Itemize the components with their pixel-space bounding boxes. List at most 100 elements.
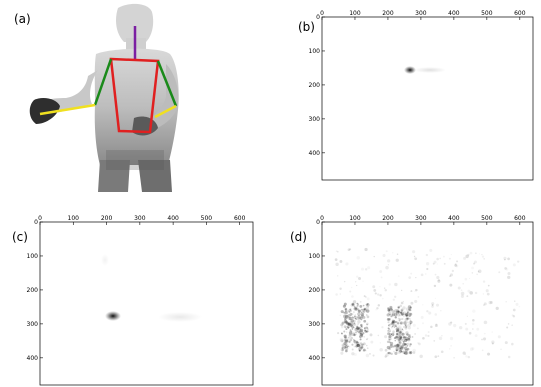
noise-dot (365, 326, 368, 329)
noise-dot (403, 321, 407, 325)
noise-dot (479, 253, 480, 254)
noise-dot (366, 323, 368, 326)
noise-dot (427, 331, 430, 334)
noise-dot (449, 283, 453, 287)
y-tick-label: 100 (309, 48, 321, 55)
noise-dot (369, 333, 373, 337)
noise-dot (379, 294, 382, 297)
noise-dot (412, 351, 416, 354)
noise-dot (346, 331, 348, 333)
noise-dot (450, 345, 452, 347)
noise-dot (468, 277, 471, 280)
noise-dot (400, 308, 404, 312)
noise-dot (469, 291, 473, 295)
noise-dot (341, 343, 346, 348)
noise-dot (413, 324, 416, 327)
noise-dot (407, 312, 411, 315)
noise-dot (472, 309, 475, 312)
noise-dot (340, 348, 344, 352)
noise-dot (351, 303, 355, 307)
noise-dot (351, 352, 355, 356)
noise-dot (389, 344, 393, 348)
noise-dot (450, 321, 453, 324)
noise-dot (403, 335, 406, 339)
noise-dot (343, 325, 347, 329)
noise-dot (402, 326, 406, 329)
noise-dot (355, 345, 358, 348)
noise-dot (359, 332, 362, 335)
noise-dot (346, 309, 349, 312)
noise-dot (405, 343, 407, 346)
noise-dot (377, 304, 381, 307)
noise-dot (406, 343, 408, 345)
noise-dot (358, 316, 362, 320)
noise-dot (347, 325, 350, 329)
noise-dot (453, 323, 457, 328)
noise-dot (394, 308, 398, 313)
noise-dot (359, 316, 363, 320)
noise-dot (389, 341, 394, 346)
noise-dot (404, 336, 409, 341)
noise-dot (400, 289, 403, 292)
noise-dot (391, 310, 395, 314)
noise-dot (347, 248, 351, 252)
noise-dot (409, 312, 413, 316)
noise-dot (344, 321, 347, 323)
noise-dot (410, 290, 413, 293)
noise-dot (476, 327, 480, 331)
noise-dot (417, 295, 420, 298)
noise-dot (468, 331, 472, 335)
noise-dot (373, 255, 375, 258)
noise-dot (363, 295, 366, 298)
noise-dot (379, 270, 383, 274)
noise-dot (405, 333, 408, 336)
noise-dot (512, 308, 516, 312)
noise-dot (366, 328, 369, 331)
noise-dot (384, 348, 388, 352)
noise-dot (388, 335, 392, 339)
noise-dot (428, 311, 432, 315)
noise-dot (361, 334, 364, 336)
noise-dot (365, 344, 368, 347)
noise-dot (394, 321, 398, 324)
noise-dot (341, 326, 344, 329)
noise-dot (345, 262, 349, 266)
noise-dot (401, 309, 404, 312)
noise-dot (349, 307, 352, 310)
noise-dot (414, 299, 418, 303)
noise-dot (503, 256, 507, 260)
noise-dot (351, 295, 354, 298)
noise-dot (397, 310, 400, 313)
noise-dot (397, 317, 400, 320)
y-tick-label: 300 (309, 116, 321, 123)
noise-dot (420, 315, 424, 319)
noise-dot (507, 275, 511, 280)
noise-dot (354, 316, 357, 319)
x-tick-label: 500 (481, 215, 493, 222)
noise-dot (441, 335, 443, 337)
noise-dot (495, 306, 499, 311)
noise-dot (414, 290, 416, 292)
noise-dot (386, 345, 391, 350)
noise-dot (348, 311, 351, 313)
noise-dot (358, 309, 361, 313)
noise-dot (350, 303, 354, 307)
noise-dot (362, 315, 366, 319)
noise-dot (341, 346, 345, 350)
noise-dot (400, 322, 402, 325)
noise-dot (477, 269, 482, 274)
noise-dot (345, 314, 349, 319)
noise-dot (376, 293, 380, 296)
noise-dot (364, 326, 367, 330)
noise-dot (339, 293, 341, 295)
noise-dot (389, 330, 391, 333)
noise-dot (340, 339, 344, 343)
noise-dot (353, 307, 358, 311)
noise-dot (392, 345, 395, 348)
noise-dot (394, 351, 398, 355)
noise-dot (485, 289, 489, 293)
noise-dot (405, 317, 409, 320)
noise-dot (354, 306, 358, 310)
noise-dot (385, 353, 389, 357)
noise-dot (387, 324, 390, 327)
